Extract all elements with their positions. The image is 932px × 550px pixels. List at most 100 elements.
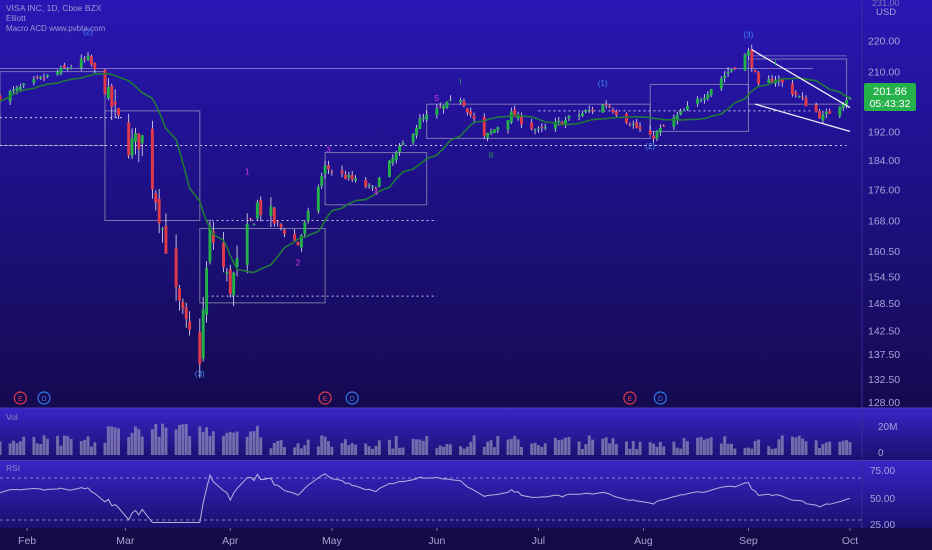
candle-body[interactable] [259,199,263,216]
candle-body[interactable] [540,126,544,128]
candle-body[interactable] [387,160,391,177]
candle-body[interactable] [581,113,584,116]
candle-body[interactable] [377,177,381,187]
candle-body[interactable] [276,221,280,223]
candle-body[interactable] [12,89,16,91]
candle-body[interactable] [69,67,73,69]
candle-body[interactable] [127,122,131,156]
candle-body[interactable] [564,119,568,124]
candle-body[interactable] [814,104,818,112]
candle-body[interactable] [587,109,591,111]
candle-body[interactable] [293,233,297,241]
candle-body[interactable] [604,104,608,106]
candle-body[interactable] [797,96,801,98]
candle-body[interactable] [208,226,212,262]
candle-body[interactable] [845,100,849,106]
candle-body[interactable] [469,111,473,115]
candle-body[interactable] [635,122,639,128]
candle-body[interactable] [824,111,828,115]
candle-body[interactable] [391,158,395,163]
candle-body[interactable] [723,75,727,78]
candle-body[interactable] [320,175,324,186]
candle-body[interactable] [255,202,259,219]
candle-body[interactable] [794,92,798,95]
candle-body[interactable] [198,332,202,364]
candle-body[interactable] [770,78,774,84]
candle-body[interactable] [648,130,652,135]
candle-body[interactable] [821,114,825,121]
candle-body[interactable] [249,218,253,220]
candle-body[interactable] [306,210,310,221]
candle-body[interactable] [438,106,442,108]
candle-body[interactable] [394,152,398,161]
candle-body[interactable] [675,115,679,120]
candle-body[interactable] [316,186,320,212]
candle-body[interactable] [184,307,188,320]
candle-body[interactable] [140,135,144,144]
candle-body[interactable] [174,248,178,288]
candle-body[interactable] [15,87,19,91]
candle-body[interactable] [553,121,557,129]
candle-body[interactable] [374,188,378,190]
candle-body[interactable] [662,125,666,127]
candle-body[interactable] [733,67,737,70]
candle-body[interactable] [45,74,49,77]
candle-body[interactable] [757,72,761,84]
candle-body[interactable] [818,110,821,119]
candle-body[interactable] [520,116,523,125]
candle-body[interactable] [543,127,547,129]
candle-body[interactable] [117,108,120,116]
candle-body[interactable] [611,109,615,113]
candle-body[interactable] [211,230,215,243]
candle-body[interactable] [0,95,2,102]
candle-body[interactable] [367,184,371,186]
candle-body[interactable] [753,70,757,73]
candle-body[interactable] [638,126,642,130]
candle-body[interactable] [631,124,635,126]
candle-body[interactable] [567,116,571,119]
candle-body[interactable] [340,170,344,174]
candle-body[interactable] [113,101,117,105]
candle-body[interactable] [767,79,771,83]
candle-body[interactable] [130,138,134,156]
candle-body[interactable] [828,110,832,114]
candle-body[interactable] [164,225,168,254]
candle-body[interactable] [103,69,107,95]
candle-body[interactable] [445,101,449,108]
candle-body[interactable] [401,143,405,145]
candle-body[interactable] [225,272,229,274]
candle-body[interactable] [608,106,612,108]
candle-body[interactable] [350,175,354,180]
candle-body[interactable] [323,165,327,174]
candle-body[interactable] [232,272,236,296]
candle-body[interactable] [201,309,205,359]
candle-body[interactable] [364,179,368,188]
candle-body[interactable] [245,223,249,265]
candle-body[interactable] [86,55,90,60]
candle-body[interactable] [398,145,402,153]
candle-body[interactable] [682,110,686,112]
candle-body[interactable] [79,58,83,68]
candle-body[interactable] [702,97,706,100]
candle-body[interactable] [482,116,486,137]
candle-body[interactable] [838,106,842,116]
candle-body[interactable] [679,111,683,115]
candles[interactable] [0,44,852,378]
candle-body[interactable] [506,120,510,130]
candle-body[interactable] [790,83,794,95]
candle-body[interactable] [672,117,676,127]
candle-body[interactable] [150,128,154,190]
candle-body[interactable] [371,186,374,188]
candle-body[interactable] [750,49,754,69]
candle-body[interactable] [516,114,520,119]
candle-body[interactable] [658,127,662,133]
candle-body[interactable] [780,78,784,83]
candle-body[interactable] [730,69,733,72]
candle-body[interactable] [222,242,225,268]
candle-body[interactable] [462,100,466,107]
candle-body[interactable] [472,115,476,119]
candle-body[interactable] [465,108,469,113]
candle-body[interactable] [35,77,39,79]
candle-body[interactable] [59,67,63,74]
